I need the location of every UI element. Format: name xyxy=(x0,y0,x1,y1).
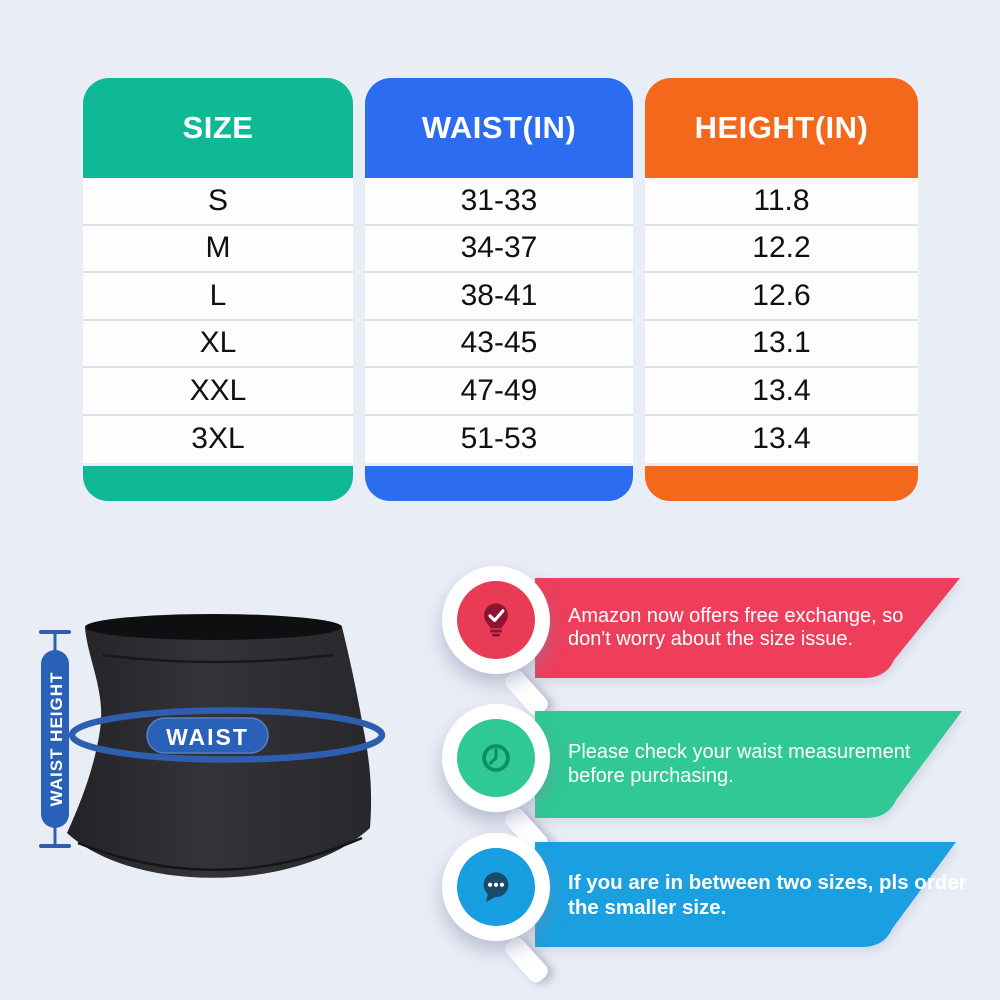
table-cell-height: 12.6 xyxy=(645,273,918,321)
garment-top-opening xyxy=(85,614,342,640)
chat-dots-icon xyxy=(483,872,509,903)
ribbon-blue xyxy=(535,842,956,947)
callout-between-sizes: If you are in between two sizes, pls ord… xyxy=(420,812,1000,986)
table-cell-height: 11.8 xyxy=(645,178,918,226)
column-header-height: HEIGHT(IN) xyxy=(645,78,918,178)
column-header-waist: WAIST(IN) xyxy=(365,78,633,178)
table-cell-size: 3XL xyxy=(191,422,245,456)
table-cell-height: 13.4 xyxy=(645,368,918,416)
waist-trainer-diagram: WAIST WAIST HEIGHT xyxy=(39,614,386,878)
height-column: HEIGHT(IN) 11.8 12.2 12.6 13.1 13.4 13.4 xyxy=(645,78,918,501)
column-header-size: SIZE xyxy=(83,78,353,178)
callout-line: before purchasing. xyxy=(568,764,734,787)
table-cell-size: XXL xyxy=(83,368,353,416)
garment-lower-seam xyxy=(77,836,363,871)
callout-line: If you are in between two sizes, pls ord… xyxy=(568,870,967,894)
table-cell-height: 13.1 xyxy=(645,321,918,368)
clock-icon xyxy=(482,744,510,772)
waist-height-label: WAIST HEIGHT xyxy=(47,672,66,807)
callout-text: Please check your waist measurement befo… xyxy=(568,711,988,818)
table-cell-size: XL xyxy=(83,321,353,368)
column-footer-size xyxy=(83,466,353,501)
table-cell-height: 13.4 xyxy=(752,422,811,456)
badge-inner-circle xyxy=(457,719,535,797)
table-cell-height: 12.2 xyxy=(645,226,918,273)
waist-column-body: 31-33 34-37 38-41 43-45 47-49 51-53 xyxy=(365,178,633,463)
table-cell-size: L xyxy=(83,273,353,321)
callout-line: the smaller size. xyxy=(568,895,727,919)
table-cell-waist: 43-45 xyxy=(365,321,633,368)
waist-measure-ellipse xyxy=(68,707,386,763)
callout-line: Please check your waist measurement xyxy=(568,741,911,763)
garment-upper-seam xyxy=(102,653,334,664)
callout-free-exchange: Amazon now offers free exchange, so don'… xyxy=(420,545,1000,719)
table-cell-waist: 34-37 xyxy=(365,226,633,273)
table-cell-waist: 38-41 xyxy=(365,273,633,321)
callout-text: Amazon now offers free exchange, so don'… xyxy=(568,578,988,678)
waist-column: WAIST(IN) 31-33 34-37 38-41 43-45 47-49 … xyxy=(365,78,633,501)
ribbon-red xyxy=(535,578,960,678)
callout-check-measurement: Please check your waist measurement befo… xyxy=(420,683,1000,857)
column-footer-waist xyxy=(365,466,633,501)
callout-line: don't worry about the size issue. xyxy=(568,628,854,650)
table-cell-size: M xyxy=(83,226,353,273)
waist-label-pill: WAIST xyxy=(146,717,269,754)
badge-inner-circle xyxy=(457,581,535,659)
waist-label: WAIST xyxy=(166,724,249,750)
table-cell-size: S xyxy=(83,178,353,226)
size-column: SIZE S M L XL XXL 3XL xyxy=(83,78,353,501)
callout-line: Amazon now offers free exchange, so xyxy=(568,604,904,627)
size-column-body: S M L XL XXL 3XL xyxy=(83,178,353,463)
table-cell-waist: 51-53 xyxy=(460,422,538,456)
table-cell-waist: 47-49 xyxy=(365,368,633,416)
ribbon-green xyxy=(535,711,962,818)
callout-text: If you are in between two sizes, pls ord… xyxy=(568,842,988,947)
height-column-body: 11.8 12.2 12.6 13.1 13.4 13.4 xyxy=(645,178,918,463)
badge-inner-circle xyxy=(457,848,535,926)
column-footer-height xyxy=(645,466,918,501)
bulb-check-icon xyxy=(484,603,508,637)
waist-height-measure: WAIST HEIGHT xyxy=(39,630,71,848)
table-cell-waist: 31-33 xyxy=(365,178,633,226)
